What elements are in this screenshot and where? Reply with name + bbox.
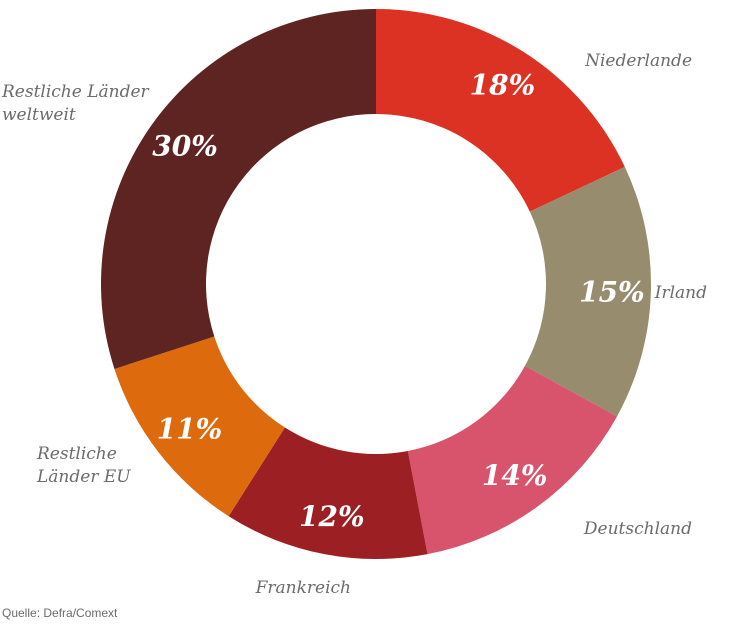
category-label-line: Niederlande <box>584 51 692 71</box>
slice-percent-label: 18% <box>470 69 536 102</box>
slice-5 <box>100 9 376 369</box>
slice-category-label: Frankreich <box>255 578 351 598</box>
slice-3 <box>228 427 428 559</box>
slice-category-label: Restliche Länder EU <box>36 444 131 487</box>
slice-percent-label: 30% <box>152 129 218 162</box>
slice-category-label: Niederlande <box>584 51 692 71</box>
source-note: Quelle: Defra/Comext <box>2 606 118 620</box>
category-label-line: weltweit <box>2 105 76 125</box>
slice-4 <box>114 336 285 517</box>
category-label-line: Länder EU <box>36 467 131 487</box>
category-label-line: Restliche Länder <box>1 82 150 102</box>
category-label-line: Irland <box>654 283 707 303</box>
category-label-line: Deutschland <box>583 519 692 539</box>
slice-percent-label: 15% <box>579 275 645 308</box>
slice-category-label: Deutschland <box>583 519 692 539</box>
slices-group <box>100 9 651 559</box>
slice-percent-label: 14% <box>482 459 548 492</box>
slice-percent-label: 12% <box>299 500 365 533</box>
slice-1 <box>524 166 651 417</box>
slice-2 <box>407 365 617 555</box>
percent-labels-group: 18% 15% 14% 12% 11% 30% <box>152 69 644 533</box>
category-label-line: Restliche <box>36 444 117 464</box>
category-labels-group: Niederlande Irland Deutschland Frankreich Re… <box>1 51 707 598</box>
slice-percent-label: 11% <box>157 413 223 446</box>
category-label-line: Frankreich <box>255 578 351 598</box>
slice-0 <box>376 9 625 212</box>
slice-category-label: Restliche Länder weltweit <box>1 82 150 125</box>
slice-category-label: Irland <box>654 283 707 303</box>
